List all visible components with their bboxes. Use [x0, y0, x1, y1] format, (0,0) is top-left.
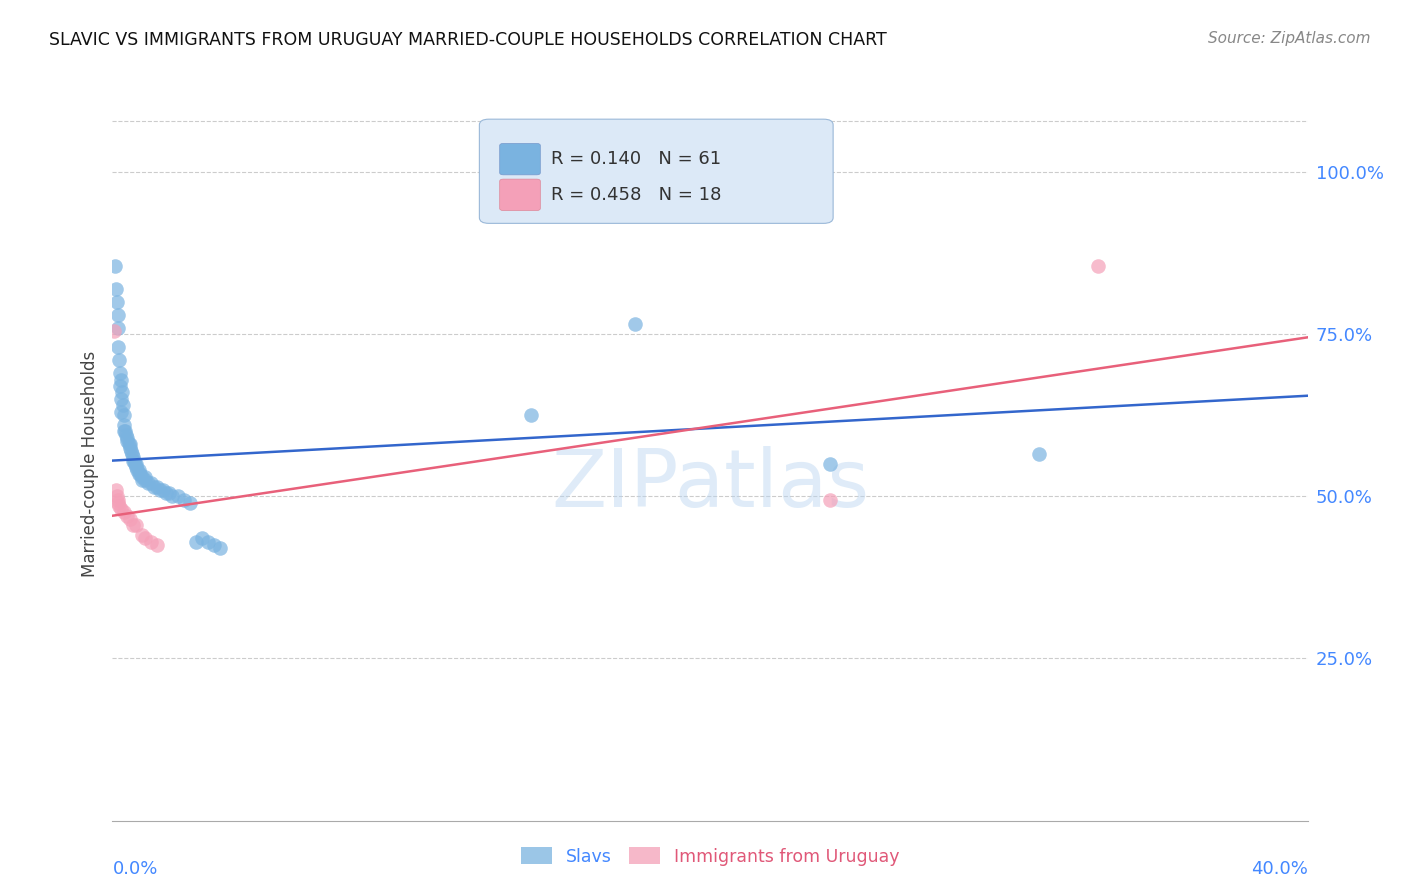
Point	[131, 473, 153, 487]
Point	[157, 486, 180, 500]
Point	[107, 340, 129, 354]
Point	[818, 492, 841, 507]
Text: Source: ZipAtlas.com: Source: ZipAtlas.com	[1208, 31, 1371, 46]
Point	[105, 282, 128, 296]
Point	[107, 320, 129, 334]
Point	[110, 372, 132, 386]
Point	[520, 408, 543, 422]
Point	[146, 538, 169, 552]
Point	[117, 434, 139, 449]
Point	[110, 405, 132, 419]
Point	[125, 463, 148, 477]
Point	[114, 506, 135, 520]
Text: 0.0%: 0.0%	[112, 860, 157, 878]
Point	[134, 473, 156, 487]
Point	[125, 518, 148, 533]
Point	[191, 532, 214, 546]
Point	[114, 425, 135, 439]
Point	[141, 534, 163, 549]
Point	[114, 425, 136, 439]
FancyBboxPatch shape	[479, 120, 834, 223]
Point	[105, 483, 128, 497]
Point	[124, 457, 146, 471]
Point	[110, 502, 132, 516]
Point	[167, 489, 190, 503]
Point	[122, 450, 145, 465]
Point	[104, 259, 127, 273]
Point	[131, 528, 153, 542]
Point	[141, 476, 163, 491]
Point	[197, 534, 219, 549]
Point	[111, 385, 134, 400]
Point	[173, 492, 195, 507]
Point	[120, 443, 142, 458]
Point	[134, 470, 156, 484]
Point	[179, 496, 201, 510]
Point	[1028, 447, 1050, 461]
Point	[143, 479, 166, 493]
Point	[122, 453, 145, 467]
Point	[138, 476, 160, 491]
Y-axis label: Married-couple Households: Married-couple Households	[80, 351, 98, 577]
FancyBboxPatch shape	[499, 179, 540, 211]
Point	[122, 518, 145, 533]
Point	[186, 534, 208, 549]
Point	[107, 492, 129, 507]
Point	[112, 408, 135, 422]
Point	[152, 483, 174, 497]
Point	[108, 353, 131, 368]
Text: 40.0%: 40.0%	[1251, 860, 1308, 878]
Point	[107, 496, 129, 510]
Point	[162, 489, 183, 503]
Point	[117, 508, 139, 523]
Point	[125, 457, 148, 471]
Text: ZIPatlas: ZIPatlas	[551, 446, 869, 524]
Point	[108, 379, 131, 393]
Point	[120, 441, 142, 455]
Point	[202, 538, 225, 552]
Point	[155, 486, 177, 500]
Point	[120, 512, 142, 526]
Point	[1087, 259, 1109, 273]
Text: R = 0.140   N = 61: R = 0.140 N = 61	[551, 150, 721, 168]
Point	[114, 417, 135, 432]
Text: R = 0.458   N = 18: R = 0.458 N = 18	[551, 186, 721, 203]
Point	[128, 467, 150, 481]
Point	[115, 427, 138, 442]
Point	[120, 437, 142, 451]
Point	[624, 318, 647, 332]
Point	[129, 467, 152, 481]
Point	[122, 453, 145, 467]
Point	[108, 366, 131, 380]
Point	[105, 294, 128, 309]
Point	[146, 479, 169, 493]
Point	[208, 541, 231, 556]
Point	[110, 392, 132, 406]
Point	[134, 532, 156, 546]
Point	[111, 399, 134, 413]
Point	[105, 489, 128, 503]
Point	[107, 308, 129, 322]
Point	[149, 483, 172, 497]
Legend: Slavs, Immigrants from Uruguay: Slavs, Immigrants from Uruguay	[513, 840, 907, 872]
Point	[117, 431, 139, 445]
FancyBboxPatch shape	[499, 144, 540, 175]
Point	[118, 437, 141, 451]
Point	[121, 447, 143, 461]
Point	[125, 460, 148, 475]
Point	[818, 457, 841, 471]
Point	[131, 470, 153, 484]
Point	[128, 463, 150, 477]
Text: SLAVIC VS IMMIGRANTS FROM URUGUAY MARRIED-COUPLE HOUSEHOLDS CORRELATION CHART: SLAVIC VS IMMIGRANTS FROM URUGUAY MARRIE…	[49, 31, 887, 49]
Point	[108, 499, 131, 513]
Point	[103, 324, 125, 338]
